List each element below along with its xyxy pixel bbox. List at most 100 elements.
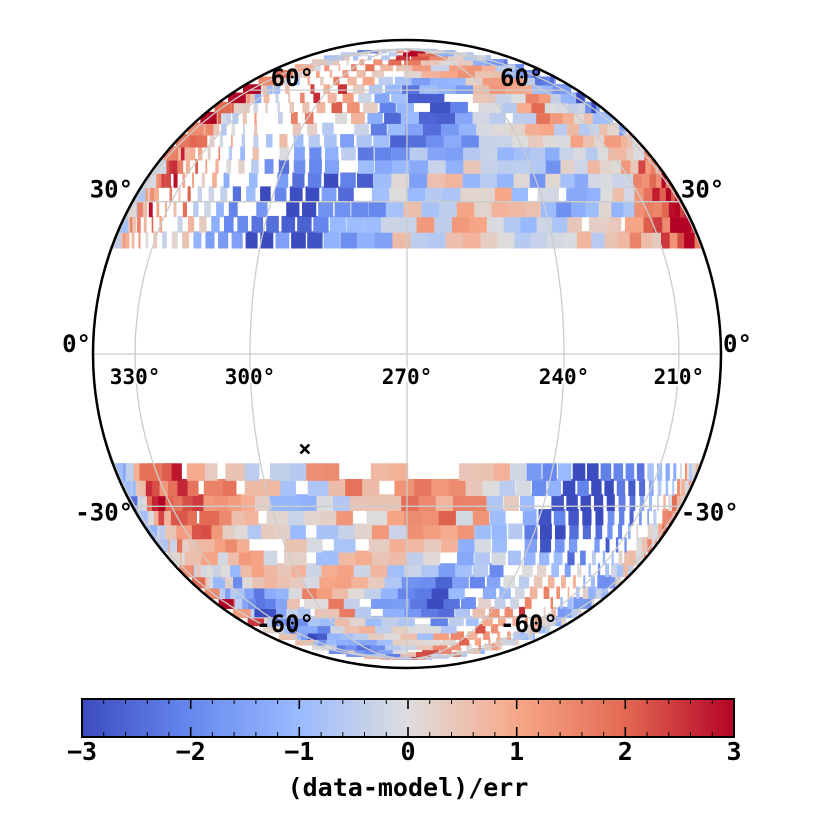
residual-pixel — [351, 200, 368, 218]
residual-pixel — [350, 550, 372, 566]
residual-pixel — [357, 615, 382, 627]
residual-pixel — [192, 172, 194, 188]
residual-pixel — [313, 215, 329, 233]
residual-pixel — [591, 586, 602, 599]
residual-pixel — [534, 615, 539, 627]
residual-pixel — [657, 494, 659, 511]
colorbar-tick-label: 0 — [400, 737, 415, 766]
residual-pixel — [533, 624, 545, 634]
residual-pixel — [503, 575, 516, 589]
residual-pixel — [475, 537, 491, 553]
residual-pixel — [420, 200, 440, 218]
residual-pixel — [380, 575, 402, 589]
residual-pixel — [546, 615, 556, 627]
residual-pixel — [143, 215, 147, 233]
residual-pixel — [639, 509, 642, 526]
residual-pixel — [385, 84, 401, 94]
residual-pixel — [619, 509, 625, 526]
residual-pixel — [501, 92, 526, 104]
residual-pixel — [492, 159, 515, 174]
residual-pixel — [519, 606, 525, 618]
residual-pixel — [602, 575, 610, 589]
residual-pixel — [173, 172, 178, 188]
residual-pixel — [173, 200, 177, 218]
latitude-label-right: 0° — [723, 330, 752, 358]
residual-pixel — [588, 586, 596, 599]
residual-pixel — [371, 186, 390, 203]
meridian-line — [406, 48, 721, 660]
residual-pixel — [253, 101, 259, 114]
residual-pixel — [543, 586, 550, 599]
longitude-label: 270° — [382, 365, 433, 389]
residual-pixel — [656, 463, 663, 481]
residual-pixel — [231, 134, 233, 148]
residual-pixel — [437, 200, 457, 218]
residual-pixel — [381, 494, 402, 511]
residual-pixel — [289, 186, 303, 203]
residual-pixel — [252, 146, 259, 161]
residual-pixel — [367, 637, 393, 646]
residual-pixel — [386, 523, 407, 540]
latitude-label-right: -30° — [681, 498, 739, 526]
residual-pixel — [318, 624, 345, 634]
residual-pixel — [263, 92, 270, 104]
residual-pixel — [600, 134, 621, 148]
residual-pixel — [530, 624, 539, 634]
residual-pixel — [476, 159, 498, 174]
residual-pixel — [374, 172, 392, 188]
residual-pixel — [120, 231, 126, 249]
latitude-label-left: 30° — [90, 176, 133, 204]
residual-pixel — [234, 101, 243, 114]
residual-pixel — [441, 637, 456, 646]
residual-pixel — [521, 563, 533, 578]
residual-pixel — [285, 606, 311, 618]
residual-pixel — [430, 586, 449, 599]
residual-pixel — [171, 231, 178, 249]
residual-pixel — [489, 563, 504, 578]
residual-pixel — [398, 575, 419, 589]
residual-pixel — [457, 64, 482, 72]
residual-pixel — [437, 509, 456, 526]
residual-pixel — [381, 50, 387, 54]
residual-pixel — [683, 479, 689, 497]
colorbar: −3 −2 −1 0 1 2 3 (data-model)/err — [67, 698, 742, 802]
residual-pixel — [533, 101, 557, 114]
residual-pixel — [418, 84, 438, 94]
colorbar-title: (data-model)/err — [288, 773, 529, 802]
residual-pixel — [142, 200, 148, 218]
residual-pixel — [393, 615, 415, 627]
residual-pixel — [254, 122, 258, 136]
residual-pixel — [394, 586, 415, 599]
residual-pixel — [394, 479, 414, 497]
residual-pixel — [469, 575, 485, 589]
residual-pixel — [368, 523, 389, 540]
colorbar-tick-label: −1 — [284, 737, 314, 766]
residual-pixel — [587, 463, 599, 481]
residual-pixel — [629, 494, 636, 511]
residual-pixel — [318, 200, 334, 218]
residual-pixel — [529, 586, 538, 599]
residual-pixel — [411, 76, 431, 86]
residual-pixel — [449, 59, 474, 66]
residual-pixel — [358, 92, 372, 104]
residual-pixel — [231, 231, 243, 249]
residual-pixel — [442, 172, 463, 188]
residual-pixel — [297, 215, 312, 233]
residual-pixel — [519, 200, 541, 218]
residual-pixel — [307, 172, 322, 188]
residual-pixel — [580, 550, 586, 566]
residual-pixel — [232, 186, 241, 203]
residual-pixel — [521, 101, 545, 114]
residual-pixel — [358, 159, 375, 174]
residual-pixel — [310, 84, 315, 94]
residual-pixel — [249, 172, 258, 188]
residual-pixel — [401, 606, 422, 618]
residual-pixel — [640, 537, 648, 553]
residual-pixel — [523, 550, 536, 566]
residual-pixel — [478, 101, 502, 114]
residual-pixel — [391, 231, 411, 249]
residual-pixel — [689, 231, 701, 249]
residual-pixel — [277, 172, 289, 188]
residual-pixel — [625, 463, 635, 481]
residual-pixel — [461, 59, 487, 66]
